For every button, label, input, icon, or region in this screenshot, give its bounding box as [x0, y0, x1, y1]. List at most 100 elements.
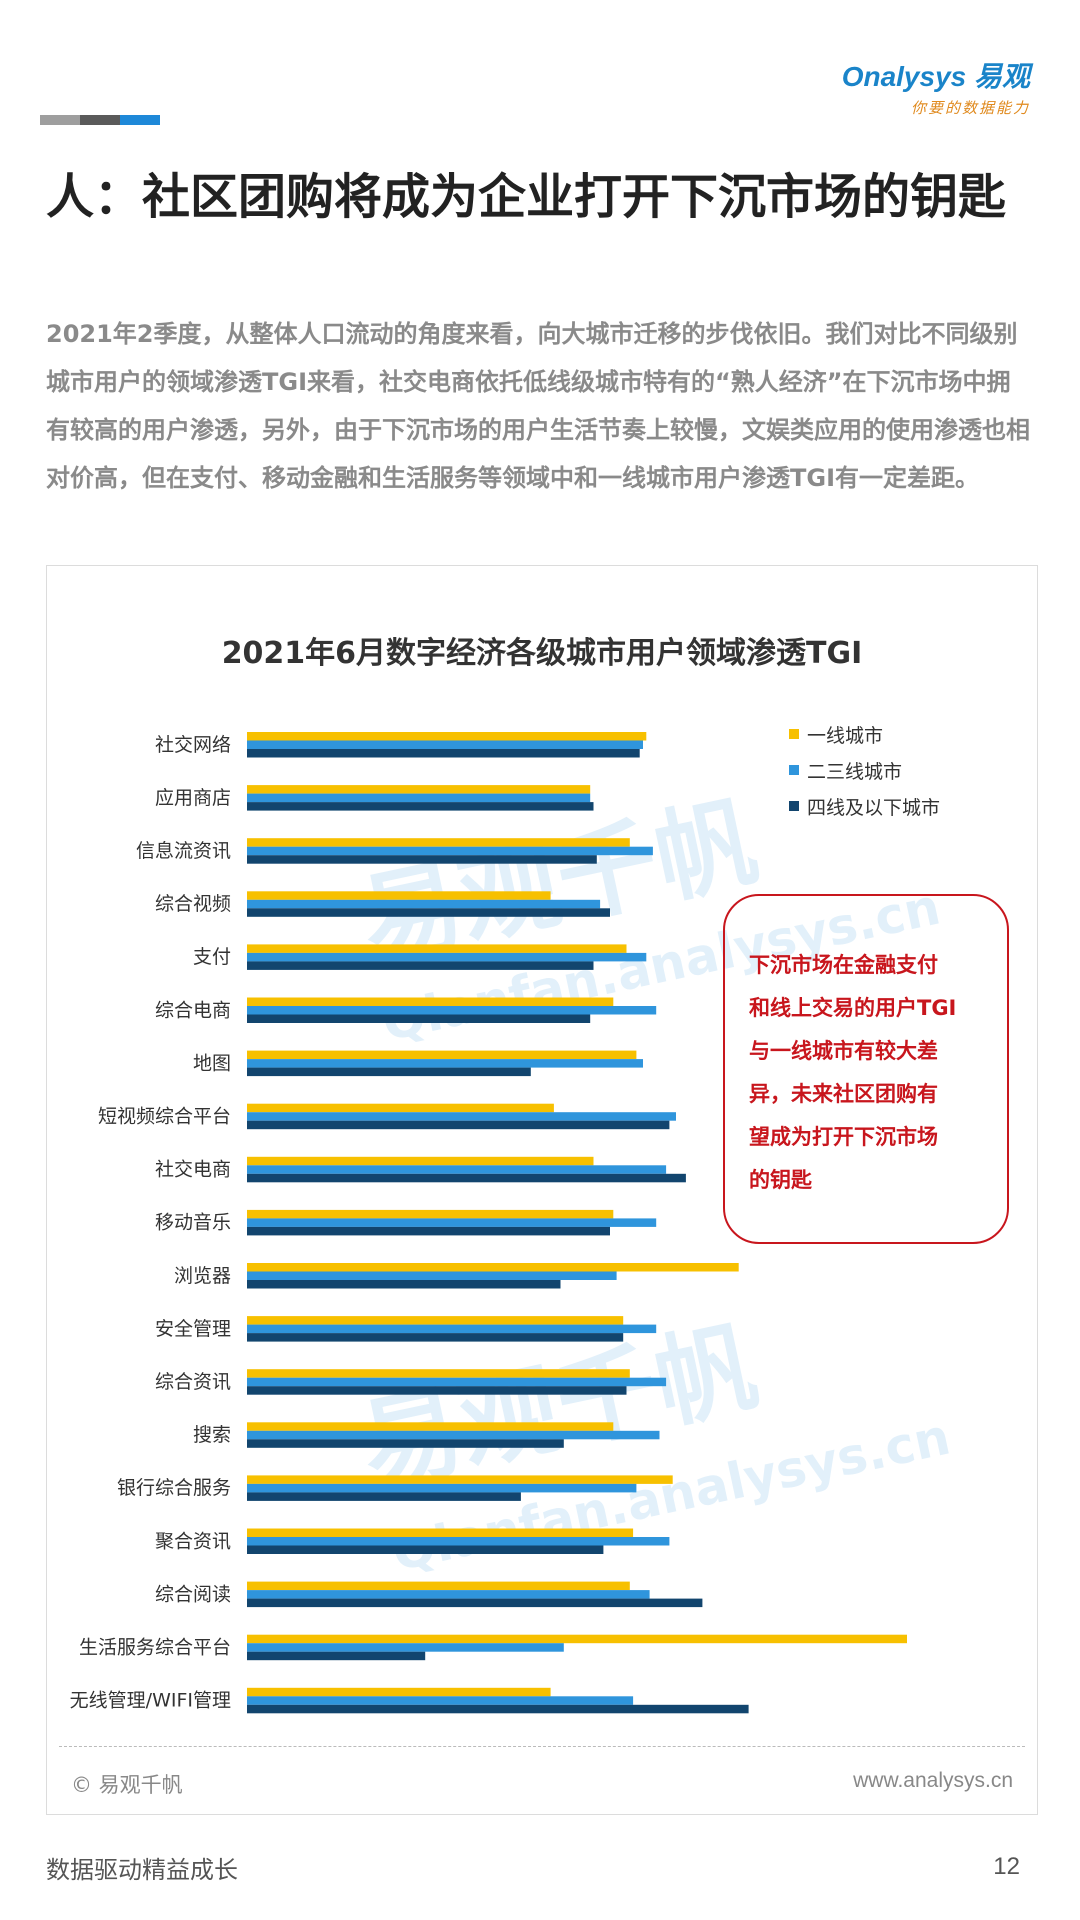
footer-slogan: 数据驱动精益成长: [46, 1856, 238, 1884]
bar-tier23: [247, 1006, 657, 1015]
category-label: 综合视频: [155, 893, 231, 915]
bar-tier23: [247, 1324, 657, 1334]
bar-tier1: [247, 997, 614, 1006]
page-title: 人：社区团购将成为企业打开下沉市场的钥匙: [46, 169, 1007, 225]
bar-tier23: [247, 1643, 564, 1652]
legend-item-tier23: 二三线城市: [789, 752, 940, 788]
category-label: 无线管理/WIFI管理: [70, 1690, 231, 1712]
bar-tier4: [247, 1280, 561, 1289]
bar-tier23: [247, 740, 643, 749]
bar-tier4: [247, 1067, 531, 1077]
bar-tier4: [247, 1651, 426, 1661]
bar-tier4: [247, 908, 610, 917]
bar-tier4: [247, 1704, 749, 1714]
logo-tagline: 你要的数据能力: [910, 99, 1030, 117]
bar-tier4: [247, 1014, 591, 1023]
category-label: 短视频综合平台: [98, 1105, 231, 1127]
callout-line: 的钥匙: [749, 1168, 812, 1192]
callout-line: 与一线城市有较大差: [749, 1039, 938, 1063]
bar-tier23: [247, 1590, 650, 1599]
callout-line: 异，未来社区团购有: [749, 1082, 938, 1106]
chart-source: © 易观千帆: [71, 1773, 183, 1797]
header-decoration-bar: [40, 115, 160, 125]
category-label: 综合资讯: [155, 1371, 231, 1393]
bar-tier1: [247, 1422, 614, 1431]
chart-card: 易观千帆 Qianfan.analysys.cn 易观千帆 Qianfan.an…: [46, 565, 1038, 1815]
bar-tier1: [247, 838, 630, 847]
category-label: 信息流资讯: [136, 840, 231, 862]
legend-label-tier23: 二三线城市: [807, 760, 903, 783]
category-label: 支付: [193, 946, 231, 968]
bar-tier23: [247, 1377, 667, 1387]
legend-label-tier4: 四线及以下城市: [807, 796, 941, 819]
bar-tier4: [247, 1439, 564, 1448]
callout-line: 和线上交易的用户TGI: [749, 996, 957, 1020]
bar-tier23: [247, 846, 653, 856]
chart-source-url[interactable]: www.analysys.cn: [853, 1769, 1013, 1792]
bar-tier1: [247, 1475, 673, 1484]
bar-tier4: [247, 749, 640, 758]
deco-segment-1: [40, 115, 80, 125]
category-label: 地图: [193, 1052, 231, 1074]
bar-tier4: [247, 961, 594, 970]
bar-tier1: [247, 1209, 614, 1219]
logo-brand: Onalysys 易观: [841, 61, 1030, 92]
bar-tier1: [247, 1103, 554, 1113]
category-label: 生活服务综合平台: [79, 1636, 231, 1658]
bar-tier23: [247, 1059, 643, 1068]
bar-tier23: [247, 1696, 634, 1705]
bar-tier23: [247, 1165, 667, 1174]
legend-label-tier1: 一线城市: [807, 724, 884, 747]
category-label: 银行综合服务: [117, 1477, 231, 1499]
bar-tier23: [247, 1271, 617, 1280]
chart-footer-divider: [59, 1746, 1025, 1747]
legend-swatch-tier23: [789, 765, 799, 775]
callout-line: 望成为打开下沉市场: [749, 1125, 938, 1149]
bar-tier1: [247, 1263, 739, 1272]
bar-tier1: [247, 1687, 551, 1697]
bar-tier1: [247, 1316, 624, 1325]
bar-tier4: [247, 1598, 703, 1608]
category-label: 移动音乐: [155, 1212, 231, 1234]
legend-swatch-tier1: [789, 729, 799, 739]
deco-segment-2: [80, 115, 120, 125]
bar-tier1: [247, 1156, 594, 1166]
bar-tier1: [247, 1369, 630, 1378]
legend-swatch-tier4: [789, 801, 799, 811]
category-label: 综合电商: [155, 999, 231, 1021]
callout-line: 下沉市场在金融支付: [749, 953, 938, 977]
bar-tier23: [247, 899, 601, 909]
bar-tier23: [247, 1483, 637, 1493]
bar-tier4: [247, 1120, 670, 1130]
bar-tier4: [247, 1386, 627, 1395]
intro-paragraph: 2021年2季度，从整体人口流动的角度来看，向大城市迁移的步伐依旧。我们对比不同…: [46, 320, 1030, 492]
category-label: 聚合资讯: [155, 1530, 231, 1552]
bar-tier23: [247, 1537, 670, 1546]
analysys-logo: Onalysys 易观 你要的数据能力: [842, 55, 1030, 118]
bar-tier23: [247, 793, 591, 803]
chart-title: 2021年6月数字经济各级城市用户领域渗透TGI: [221, 636, 863, 671]
legend-item-tier4: 四线及以下城市: [789, 788, 940, 824]
bar-tier4: [247, 1173, 686, 1183]
category-label: 社交网络: [155, 734, 231, 756]
bar-tier1: [247, 732, 647, 741]
bar-tier23: [247, 1218, 657, 1227]
bar-tier4: [247, 1492, 521, 1501]
category-label: 社交电商: [155, 1159, 231, 1181]
bar-tier1: [247, 1528, 634, 1537]
bar-tier4: [247, 802, 594, 811]
bar-tier23: [247, 1112, 676, 1121]
bar-tier4: [247, 1226, 610, 1236]
bar-chart: 社交网络应用商店信息流资讯综合视频支付综合电商地图短视频综合平台社交电商移动音乐…: [70, 732, 907, 1714]
category-label: 安全管理: [155, 1318, 231, 1340]
category-label: 应用商店: [155, 787, 231, 809]
chart-legend: 一线城市 二三线城市 四线及以下城市: [789, 716, 940, 824]
deco-segment-3: [120, 115, 160, 125]
bar-tier1: [247, 1634, 907, 1644]
category-label: 浏览器: [174, 1265, 231, 1287]
bar-tier23: [247, 1430, 660, 1440]
legend-item-tier1: 一线城市: [789, 716, 940, 752]
bar-tier4: [247, 855, 597, 864]
bar-tier1: [247, 891, 551, 900]
bar-tier23: [247, 952, 647, 962]
